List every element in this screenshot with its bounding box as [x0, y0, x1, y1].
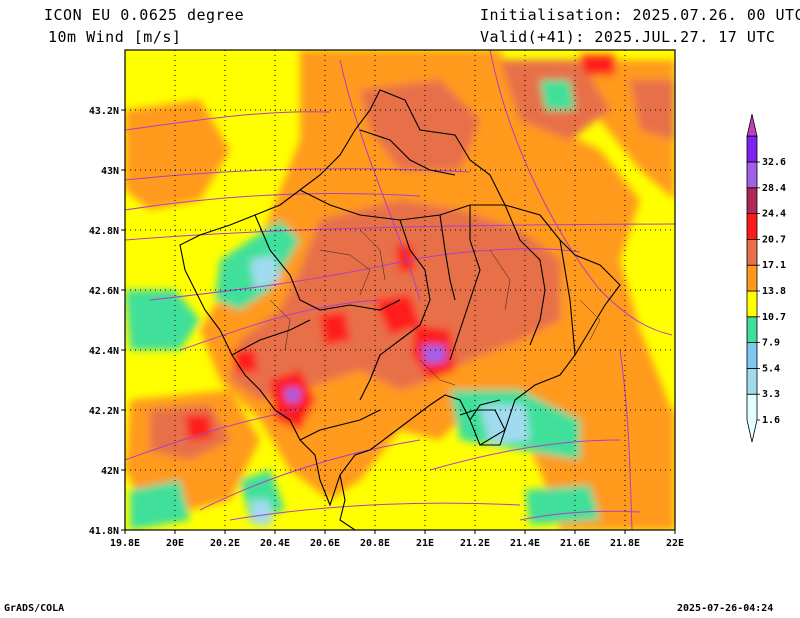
x-tick-label: 20.8E — [360, 538, 390, 549]
render-timestamp: 2025-07-26-04:24 — [677, 603, 774, 614]
x-tick-label: 19.8E — [110, 538, 140, 549]
x-tick-label: 21.4E — [510, 538, 540, 549]
x-tick-label: 20.4E — [260, 538, 290, 549]
wind-speed-legend: 1.6 3.3 5.4 7.9 10.7 13.8 17.1 20.7 24.4 28.4 32.6 — [746, 114, 786, 443]
legend-swatch — [746, 316, 758, 343]
y-tick-label: 42.2N — [89, 406, 119, 417]
x-tick-label: 22E — [666, 538, 684, 549]
legend-label: 20.7 — [762, 234, 786, 245]
legend-label: 1.6 — [762, 415, 780, 426]
legend-label: 5.4 — [762, 363, 780, 374]
y-tick-label: 42N — [101, 466, 119, 477]
legend-swatch — [746, 264, 758, 292]
legend-swatch — [746, 367, 758, 395]
legend-swatch — [746, 213, 758, 240]
legend-swatch — [746, 187, 758, 215]
y-tick-label: 43.2N — [89, 106, 119, 117]
x-tick-label: 20.2E — [210, 538, 240, 549]
latitude-axis: 41.8N 42N 42.2N 42.4N 42.6N 42.8N 43N 43.2N — [89, 106, 125, 537]
legend-label: 24.4 — [762, 209, 786, 220]
valid-time: Valid(+41): 2025.JUL.27. 17 UTC — [480, 28, 776, 46]
y-tick-label: 41.8N — [89, 526, 119, 537]
x-tick-label: 21E — [416, 538, 434, 549]
longitude-axis: 19.8E 20E 20.2E 20.4E 20.6E 20.8E 21E 21.2E 21.4… — [110, 530, 684, 549]
legend-swatch — [746, 238, 758, 266]
x-tick-label: 21.6E — [560, 538, 590, 549]
y-tick-label: 42.4N — [89, 346, 119, 357]
x-tick-label: 21.8E — [610, 538, 640, 549]
y-tick-label: 43N — [101, 166, 119, 177]
x-tick-label: 20E — [166, 538, 184, 549]
x-tick-label: 21.2E — [460, 538, 490, 549]
legend-label: 10.7 — [762, 312, 786, 323]
legend-label: 3.3 — [762, 389, 780, 400]
legend-label: 7.9 — [762, 338, 780, 349]
legend-swatch — [746, 290, 758, 318]
legend-label: 17.1 — [762, 260, 786, 271]
x-tick-label: 20.6E — [310, 538, 340, 549]
y-tick-label: 42.8N — [89, 226, 119, 237]
software-credit: GrADS/COLA — [4, 603, 65, 614]
legend-label: 28.4 — [762, 183, 786, 194]
legend-swatch — [746, 393, 758, 443]
variable-label: 10m Wind [m/s] — [48, 28, 182, 46]
legend-max-arrow — [746, 114, 758, 137]
legend-swatch — [746, 135, 758, 163]
streamlines — [125, 50, 675, 530]
y-tick-label: 42.6N — [89, 286, 119, 297]
initialisation-time: Initialisation: 2025.07.26. 00 UTC — [480, 6, 800, 24]
legend-label: 13.8 — [762, 286, 786, 297]
legend-label: 32.6 — [762, 157, 786, 168]
graticule — [125, 50, 675, 530]
map-title: ICON EU 0.0625 degree — [44, 6, 245, 24]
district-boundaries — [269, 229, 601, 386]
legend-swatch — [746, 342, 758, 369]
legend-swatch — [746, 161, 758, 189]
